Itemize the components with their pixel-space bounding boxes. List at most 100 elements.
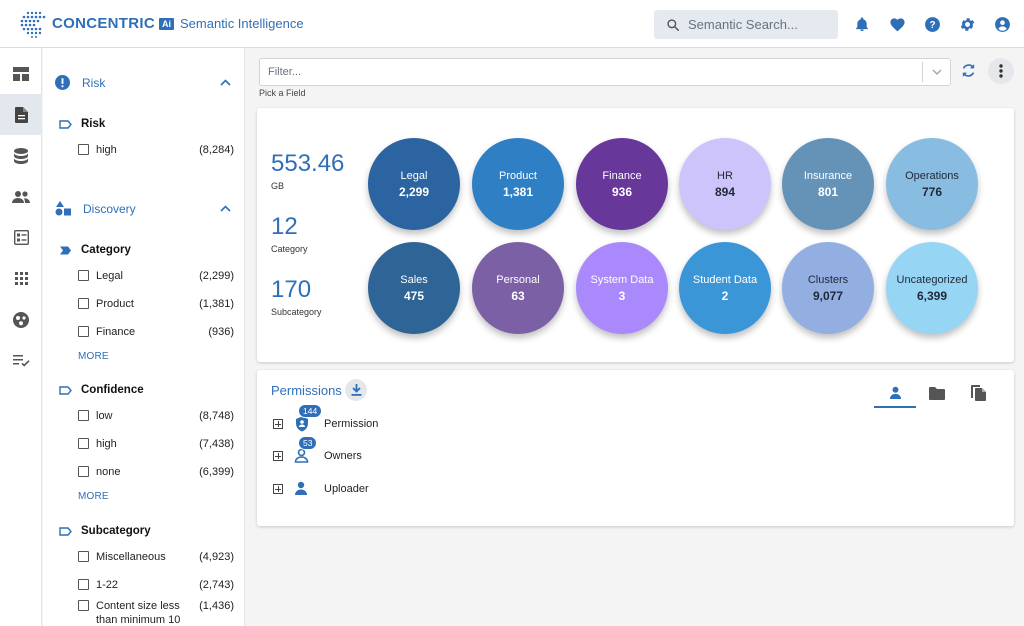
expand-icon[interactable]	[273, 484, 283, 494]
row-label: Permission	[324, 418, 379, 430]
filter-dropdown-toggle[interactable]	[922, 62, 950, 82]
category-more-link[interactable]: MORE	[78, 351, 109, 362]
option-label: 1-22	[96, 579, 119, 591]
shapes-icon	[55, 201, 71, 216]
permission-tree-row[interactable]: 53 Owners	[273, 436, 362, 464]
filter-option[interactable]: Miscellaneous (4,923)	[78, 550, 234, 564]
filter-option[interactable]: Product (1,381)	[78, 297, 234, 311]
checkbox[interactable]	[78, 579, 89, 590]
confidence-more-link[interactable]: MORE	[78, 491, 109, 502]
risk-section-title: Risk	[82, 75, 106, 90]
filter-option[interactable]: 1-22 (2,743)	[78, 578, 234, 592]
brand-subtitle: Semantic Intelligence	[180, 16, 304, 31]
left-nav-rail	[0, 48, 42, 626]
shield-user-icon: 144	[294, 404, 323, 432]
semantic-search-input[interactable]	[688, 17, 828, 32]
filter-option[interactable]: low (8,748)	[78, 409, 234, 423]
checklist-icon	[13, 230, 29, 245]
nav-data-sources[interactable]	[0, 135, 42, 176]
filter-option[interactable]: Finance (936)	[78, 325, 234, 339]
option-count: (7,438)	[199, 438, 234, 450]
expand-icon[interactable]	[273, 419, 283, 429]
more-options-icon[interactable]	[988, 58, 1014, 84]
expand-icon[interactable]	[273, 451, 283, 461]
bubble-value: 3	[618, 288, 626, 303]
discovery-section-title: Discovery	[83, 201, 136, 216]
filter-panel: Risk Risk high (8,284) Discovery Categor…	[43, 48, 245, 626]
category-bubble[interactable]: Legal 2,299	[368, 138, 460, 230]
nav-analytics[interactable]	[0, 299, 42, 340]
count-badge: 144	[298, 404, 323, 418]
refresh-icon[interactable]	[960, 62, 977, 82]
field-filter-bar[interactable]	[259, 58, 951, 86]
checkbox[interactable]	[78, 298, 89, 309]
bubble-value: 475	[403, 288, 425, 303]
nav-checklist[interactable]	[0, 217, 42, 258]
bubble-label: Personal	[496, 273, 540, 286]
checkbox[interactable]	[78, 438, 89, 449]
settings-gear-icon[interactable]	[957, 14, 977, 34]
nav-tasks[interactable]	[0, 340, 42, 381]
svg-text:?: ?	[929, 20, 935, 31]
file-copy-icon	[970, 385, 986, 401]
checkbox[interactable]	[78, 270, 89, 281]
bubble-label: Insurance	[803, 169, 853, 182]
row-label: Owners	[324, 450, 362, 462]
category-bubble[interactable]: Sales 475	[368, 242, 460, 334]
filter-option[interactable]: high (7,438)	[78, 437, 234, 451]
category-bubble[interactable]: System Data 3	[576, 242, 668, 334]
checkbox[interactable]	[78, 551, 89, 562]
filter-hint: Pick a Field	[259, 88, 306, 98]
permission-tree-row[interactable]: Uploader	[273, 481, 369, 497]
person-outline-icon: 53	[294, 436, 318, 464]
category-group-label: Category	[59, 244, 131, 256]
nav-dashboard[interactable]	[0, 53, 42, 94]
filter-option[interactable]: high (8,284)	[78, 143, 234, 157]
tab-files[interactable]	[957, 378, 999, 408]
category-bubble[interactable]: Operations 776	[886, 138, 978, 230]
option-label: Miscellaneous	[96, 551, 166, 563]
checkbox[interactable]	[78, 466, 89, 477]
checkbox[interactable]	[78, 600, 89, 611]
risk-section-header[interactable]: Risk	[55, 75, 235, 90]
stat-value: 170	[271, 276, 312, 303]
checkbox[interactable]	[78, 326, 89, 337]
stat-size: 553.46 GB	[271, 150, 344, 191]
favorites-heart-icon[interactable]	[887, 14, 907, 34]
permissions-card: Permissions 144 Permission 53 Owners Upl…	[257, 370, 1014, 526]
filter-option[interactable]: Legal (2,299)	[78, 269, 234, 283]
chevron-up-icon[interactable]	[220, 205, 231, 212]
help-icon[interactable]: ?	[922, 14, 942, 34]
field-filter-input[interactable]	[268, 66, 922, 78]
bubble-label: HR	[717, 169, 733, 182]
chevron-up-icon[interactable]	[220, 79, 231, 86]
category-bubble[interactable]: Personal 63	[472, 242, 564, 334]
filter-option[interactable]: none (6,399)	[78, 465, 234, 479]
tab-users[interactable]	[874, 378, 916, 408]
category-bubble[interactable]: Student Data 2	[679, 242, 771, 334]
discovery-section-header[interactable]: Discovery	[55, 201, 235, 216]
nav-documents[interactable]	[0, 94, 42, 135]
checkbox[interactable]	[78, 410, 89, 421]
tab-folders[interactable]	[916, 378, 958, 408]
category-bubble[interactable]: Finance 936	[576, 138, 668, 230]
account-avatar-icon[interactable]	[992, 14, 1012, 34]
nav-users[interactable]	[0, 176, 42, 217]
grid-apps-icon	[14, 272, 28, 285]
category-bubble[interactable]: Clusters 9,077	[782, 242, 874, 334]
nav-apps-grid[interactable]	[0, 258, 42, 299]
permission-tree-row[interactable]: 144 Permission	[273, 404, 379, 432]
category-bubble[interactable]: HR 894	[679, 138, 771, 230]
option-label: low	[96, 410, 113, 422]
person-icon	[889, 386, 901, 399]
semantic-search-box[interactable]	[654, 10, 838, 39]
bubble-label: Finance	[602, 169, 642, 182]
download-icon[interactable]	[345, 379, 367, 401]
filter-option[interactable]: Content size less than minimum 10 tokens…	[78, 599, 234, 626]
checkbox[interactable]	[78, 144, 89, 155]
notifications-bell-icon[interactable]	[852, 14, 872, 34]
brand-logo[interactable]: CONCENTRIC Ai Semantic Intelligence	[18, 8, 304, 40]
category-bubble[interactable]: Product 1,381	[472, 138, 564, 230]
category-bubble[interactable]: Insurance 801	[782, 138, 874, 230]
category-bubble[interactable]: Uncategorized 6,399	[886, 242, 978, 334]
